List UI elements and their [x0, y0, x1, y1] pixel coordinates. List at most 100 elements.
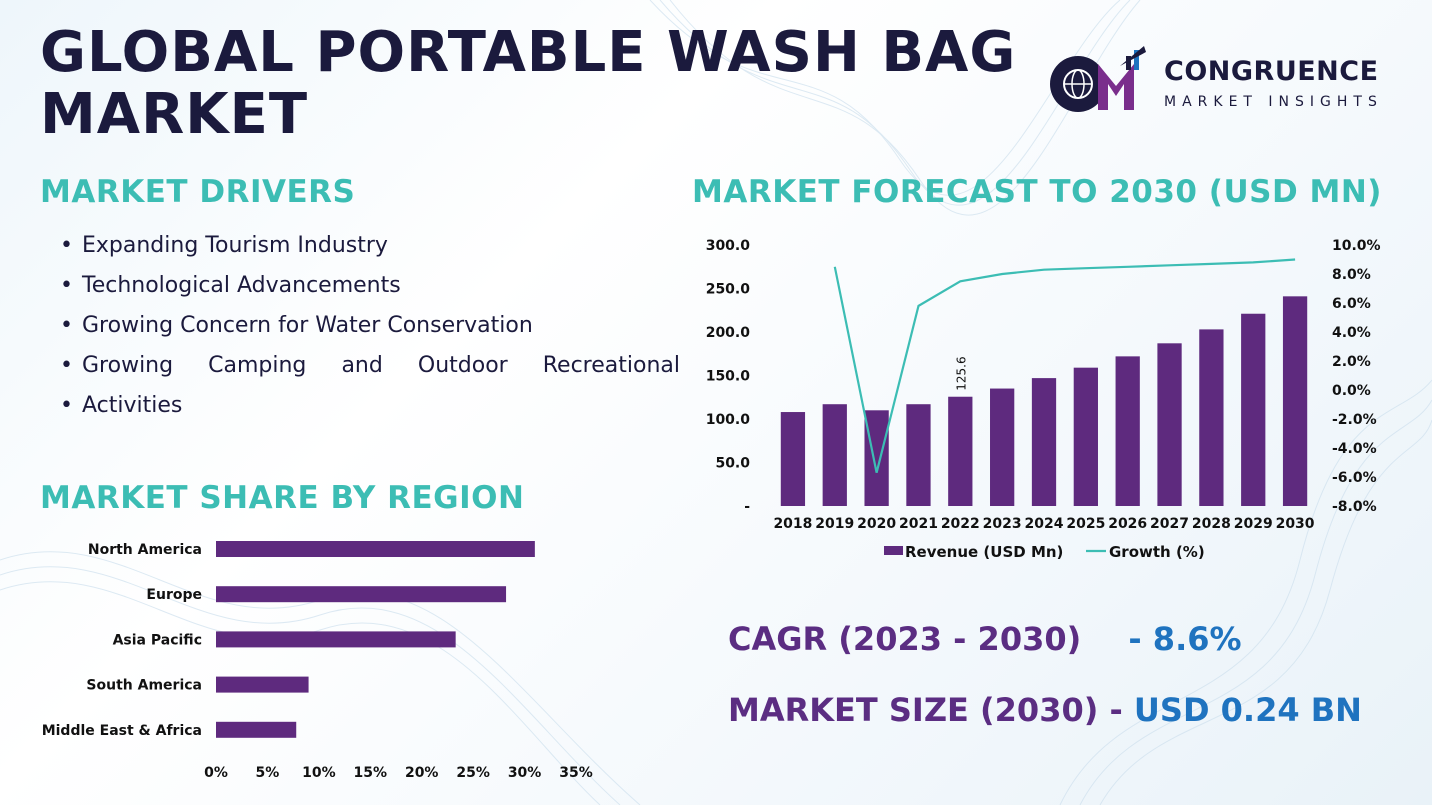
region-x-tick-label: 5% — [256, 765, 280, 781]
revenue-bar-2028 — [1199, 329, 1224, 506]
revenue-bar-2020 — [864, 410, 889, 506]
region-label: Middle East & Africa — [42, 723, 202, 739]
left-tick-label: 250.0 — [706, 282, 751, 298]
region-x-tick-label: 15% — [354, 765, 388, 781]
company-logo: CONGRUENCE MARKET INSIGHTS — [1046, 46, 1406, 120]
region-x-tick-label: 35% — [559, 765, 593, 781]
revenue-bar-2025 — [1073, 367, 1098, 506]
x-tick-label: 2023 — [983, 516, 1022, 532]
revenue-bars — [780, 296, 1308, 506]
left-tick-label: 200.0 — [706, 325, 751, 341]
region-label: Europe — [146, 587, 202, 603]
x-axis-ticks: 2018 2019 2020 2021 2022 2023 2024 2025 2026 2027… — [773, 516, 1314, 532]
x-tick-label: 2019 — [815, 516, 854, 532]
x-tick-label: 2027 — [1150, 516, 1189, 532]
region-x-ticks: 0% 5% 10% 15% 20% 25% 30% 35% — [204, 765, 593, 781]
logo-name: CONGRUENCE — [1164, 56, 1379, 87]
legend-revenue-label: Revenue (USD Mn) — [905, 543, 1063, 561]
driver-item: Growing Concern for Water Conservation — [60, 306, 680, 346]
region-bar — [216, 721, 297, 738]
market-size-stat: MARKET SIZE (2030) - USD 0.24 BN — [728, 691, 1362, 729]
driver-item: Expanding Tourism Industry — [60, 226, 680, 266]
region-heading: MARKET SHARE BY REGION — [40, 480, 525, 516]
right-tick-label: 8.0% — [1332, 267, 1371, 283]
x-tick-label: 2022 — [941, 516, 980, 532]
legend-bar-swatch — [884, 546, 903, 555]
revenue-bar-2021 — [906, 404, 931, 506]
left-tick-label: 100.0 — [706, 412, 751, 428]
market-size-value: USD 0.24 BN — [1133, 691, 1362, 729]
right-tick-label: 10.0% — [1332, 238, 1381, 254]
region-bars — [216, 541, 535, 738]
region-chart: North America Europe Asia Pacific South Ame… — [42, 541, 593, 781]
chart-legend: Revenue (USD Mn) Growth (%) — [884, 543, 1205, 561]
legend-growth-label: Growth (%) — [1109, 543, 1205, 561]
x-tick-label: 2026 — [1108, 516, 1147, 532]
cagr-stat: CAGR (2023 - 2030) - 8.6% — [728, 620, 1242, 658]
region-x-tick-label: 25% — [456, 765, 490, 781]
region-label: Asia Pacific — [113, 632, 202, 648]
region-bar — [216, 586, 507, 603]
left-tick-label: 150.0 — [706, 369, 751, 385]
x-tick-label: 2025 — [1066, 516, 1105, 532]
region-bar — [216, 676, 309, 693]
left-tick-label: 50.0 — [715, 456, 750, 472]
right-axis-ticks: -8.0% -6.0% -4.0% -2.0% 0.0% 2.0% 4.0% 6.0% 8.0%… — [1332, 238, 1381, 515]
x-tick-label: 2018 — [773, 516, 812, 532]
revenue-bar-2024 — [1031, 378, 1057, 506]
forecast-chart: - 50.0 100.0 150.0 200.0 250.0 300.0 -8.0% -6.0… — [706, 238, 1381, 561]
logo-tagline: MARKET INSIGHTS — [1164, 94, 1383, 110]
region-x-tick-label: 10% — [302, 765, 336, 781]
right-tick-label: 4.0% — [1332, 325, 1371, 341]
region-bar — [216, 541, 535, 557]
x-tick-label: 2021 — [899, 516, 938, 532]
data-labels: 125.6 — [954, 356, 968, 390]
revenue-bar-2026 — [1115, 356, 1140, 506]
driver-item: Technological Advancements — [60, 266, 680, 306]
driver-item-continuation: Activities — [82, 393, 183, 418]
revenue-bar-2023 — [990, 388, 1015, 506]
region-bar — [216, 631, 456, 648]
right-tick-label: -8.0% — [1332, 499, 1377, 515]
x-tick-label: 2030 — [1276, 516, 1315, 532]
revenue-bar-2019 — [822, 404, 847, 506]
globe-bar-chart-logo-icon — [1050, 46, 1146, 112]
right-tick-label: -2.0% — [1332, 412, 1377, 428]
x-tick-label: 2024 — [1025, 516, 1064, 532]
x-tick-label: 2029 — [1234, 516, 1273, 532]
region-x-tick-label: 20% — [405, 765, 439, 781]
driver-item-continued: Activities — [60, 386, 680, 426]
growth-line — [833, 258, 1296, 473]
title-line-2: MARKET — [40, 82, 309, 147]
revenue-bar-2027 — [1157, 343, 1182, 506]
market-size-label: MARKET SIZE (2030) - — [728, 691, 1123, 729]
title-line-1: GLOBAL PORTABLE WASH BAG — [40, 20, 1017, 85]
right-tick-label: 6.0% — [1332, 296, 1371, 312]
right-tick-label: 0.0% — [1332, 383, 1371, 399]
x-tick-label: 2020 — [857, 516, 896, 532]
page-title: GLOBAL PORTABLE WASH BAG MARKET — [40, 22, 1020, 146]
cagr-label: CAGR (2023 - 2030) — [728, 620, 1082, 658]
revenue-bar-2030 — [1282, 296, 1308, 506]
region-label: South America — [86, 678, 202, 694]
left-axis-ticks: - 50.0 100.0 150.0 200.0 250.0 300.0 — [706, 238, 751, 515]
driver-item: Growing Camping and Outdoor Recreational — [60, 346, 680, 386]
right-tick-label: 2.0% — [1332, 354, 1371, 370]
drivers-list: Expanding Tourism Industry Technological… — [60, 226, 680, 426]
region-label: North America — [88, 542, 202, 558]
data-label-2022: 125.6 — [954, 356, 968, 390]
revenue-bar-2018 — [780, 412, 806, 506]
right-tick-label: -4.0% — [1332, 441, 1377, 457]
x-tick-label: 2028 — [1192, 516, 1231, 532]
drivers-heading: MARKET DRIVERS — [40, 174, 356, 210]
revenue-bar-2029 — [1241, 313, 1266, 506]
right-tick-label: -6.0% — [1332, 470, 1377, 486]
revenue-bar-2022 — [948, 396, 973, 506]
region-labels: North America Europe Asia Pacific South Ame… — [42, 542, 202, 739]
left-tick-label: - — [744, 499, 750, 515]
growth-series-line — [833, 258, 1296, 473]
forecast-heading: MARKET FORECAST TO 2030 (USD MN) — [692, 174, 1382, 210]
region-x-tick-label: 30% — [508, 765, 542, 781]
region-x-tick-label: 0% — [204, 765, 228, 781]
